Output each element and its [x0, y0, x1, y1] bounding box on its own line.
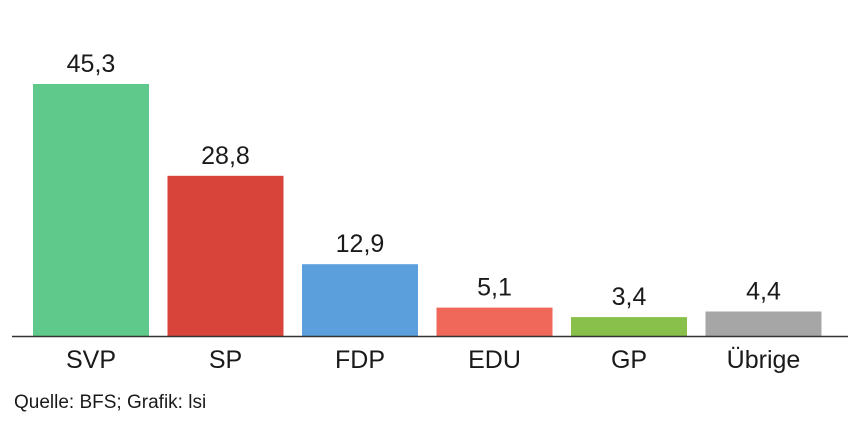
bar-gp	[571, 317, 687, 336]
bar-chart: 45,3 28,8 12,9 5,1 3,4 4,4 SVP SP FDP EDU GP Übrig…	[12, 50, 848, 374]
x-tick-label-edu: EDU	[468, 346, 521, 374]
x-tick-label-sp: SP	[209, 346, 242, 374]
x-tick-label-svp: SVP	[66, 346, 116, 374]
value-label-edu: 5,1	[477, 274, 512, 302]
x-tick-labels-group: SVP SP FDP EDU GP Übrige	[66, 346, 800, 374]
bar-brige	[705, 311, 822, 336]
value-label-brige: 4,4	[746, 278, 781, 306]
bars-group	[33, 84, 822, 336]
x-tick-label-fdp: FDP	[335, 346, 385, 374]
bar-edu	[436, 307, 553, 336]
x-tick-label-brige: Übrige	[727, 346, 801, 374]
value-labels-group: 45,3 28,8 12,9 5,1 3,4 4,4	[67, 50, 781, 311]
bar-fdp	[302, 264, 418, 336]
bar-svp	[33, 84, 149, 336]
source-note: Quelle: BFS; Grafik: lsi	[14, 392, 207, 413]
bar-sp	[167, 175, 284, 336]
value-label-fdp: 12,9	[336, 230, 385, 258]
value-label-sp: 28,8	[201, 142, 250, 170]
x-tick-label-gp: GP	[611, 346, 647, 374]
value-label-svp: 45,3	[67, 50, 116, 78]
value-label-gp: 3,4	[612, 283, 647, 311]
